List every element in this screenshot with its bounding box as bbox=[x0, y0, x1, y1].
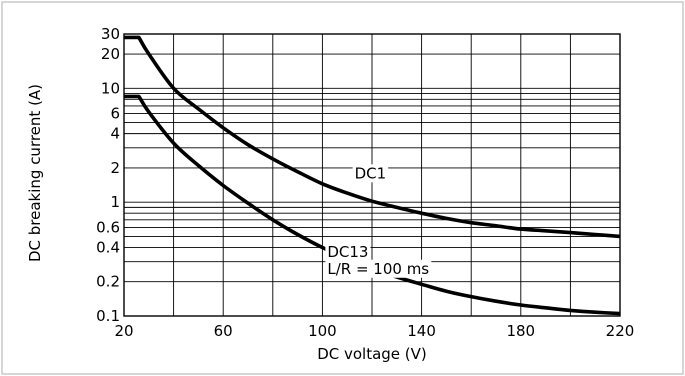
y-tick-label: 0.1 bbox=[96, 307, 120, 325]
y-tick-label: 0.2 bbox=[96, 273, 120, 291]
y-tick-label: 0.4 bbox=[96, 238, 120, 256]
x-tick-label: 140 bbox=[407, 322, 436, 340]
y-tick-label: 4 bbox=[110, 125, 120, 143]
y-tick-labels: 30 20 10 6 4 2 1 0.6 0.4 0.2 0.1 bbox=[96, 25, 120, 325]
curve-dc1 bbox=[124, 35, 621, 239]
x-tick-labels: 20 60 100 140 180 220 bbox=[114, 322, 634, 340]
annotation-text: DC1 bbox=[355, 164, 387, 182]
y-tick-label: 6 bbox=[110, 105, 120, 123]
y-tick-label: 10 bbox=[101, 79, 120, 97]
y-tick-label: 0.6 bbox=[96, 218, 120, 236]
annotation-background bbox=[352, 164, 389, 183]
x-tick-label: 100 bbox=[308, 322, 337, 340]
y-tick-label: 20 bbox=[101, 45, 120, 63]
x-tick-label: 20 bbox=[114, 322, 133, 340]
annotation: L/R = 100 ms bbox=[325, 259, 432, 278]
annotation: DC1 bbox=[352, 164, 389, 183]
annotation-text: L/R = 100 ms bbox=[327, 260, 429, 278]
y-tick-label: 2 bbox=[110, 159, 120, 177]
x-tick-label: 180 bbox=[506, 322, 535, 340]
x-tick-label: 220 bbox=[606, 322, 635, 340]
y-tick-label: 30 bbox=[101, 25, 120, 43]
y-tick-label: 1 bbox=[110, 193, 120, 211]
x-tick-label: 60 bbox=[214, 322, 233, 340]
plot-border bbox=[123, 33, 621, 317]
annotation-text: DC13 bbox=[327, 243, 368, 261]
x-axis-label: DC voltage (V) bbox=[317, 345, 427, 363]
annotation: DC13 bbox=[325, 242, 371, 261]
annotation-background bbox=[325, 259, 432, 278]
y-axis-label: DC breaking current (A) bbox=[26, 84, 44, 262]
annotation-background bbox=[325, 242, 371, 261]
